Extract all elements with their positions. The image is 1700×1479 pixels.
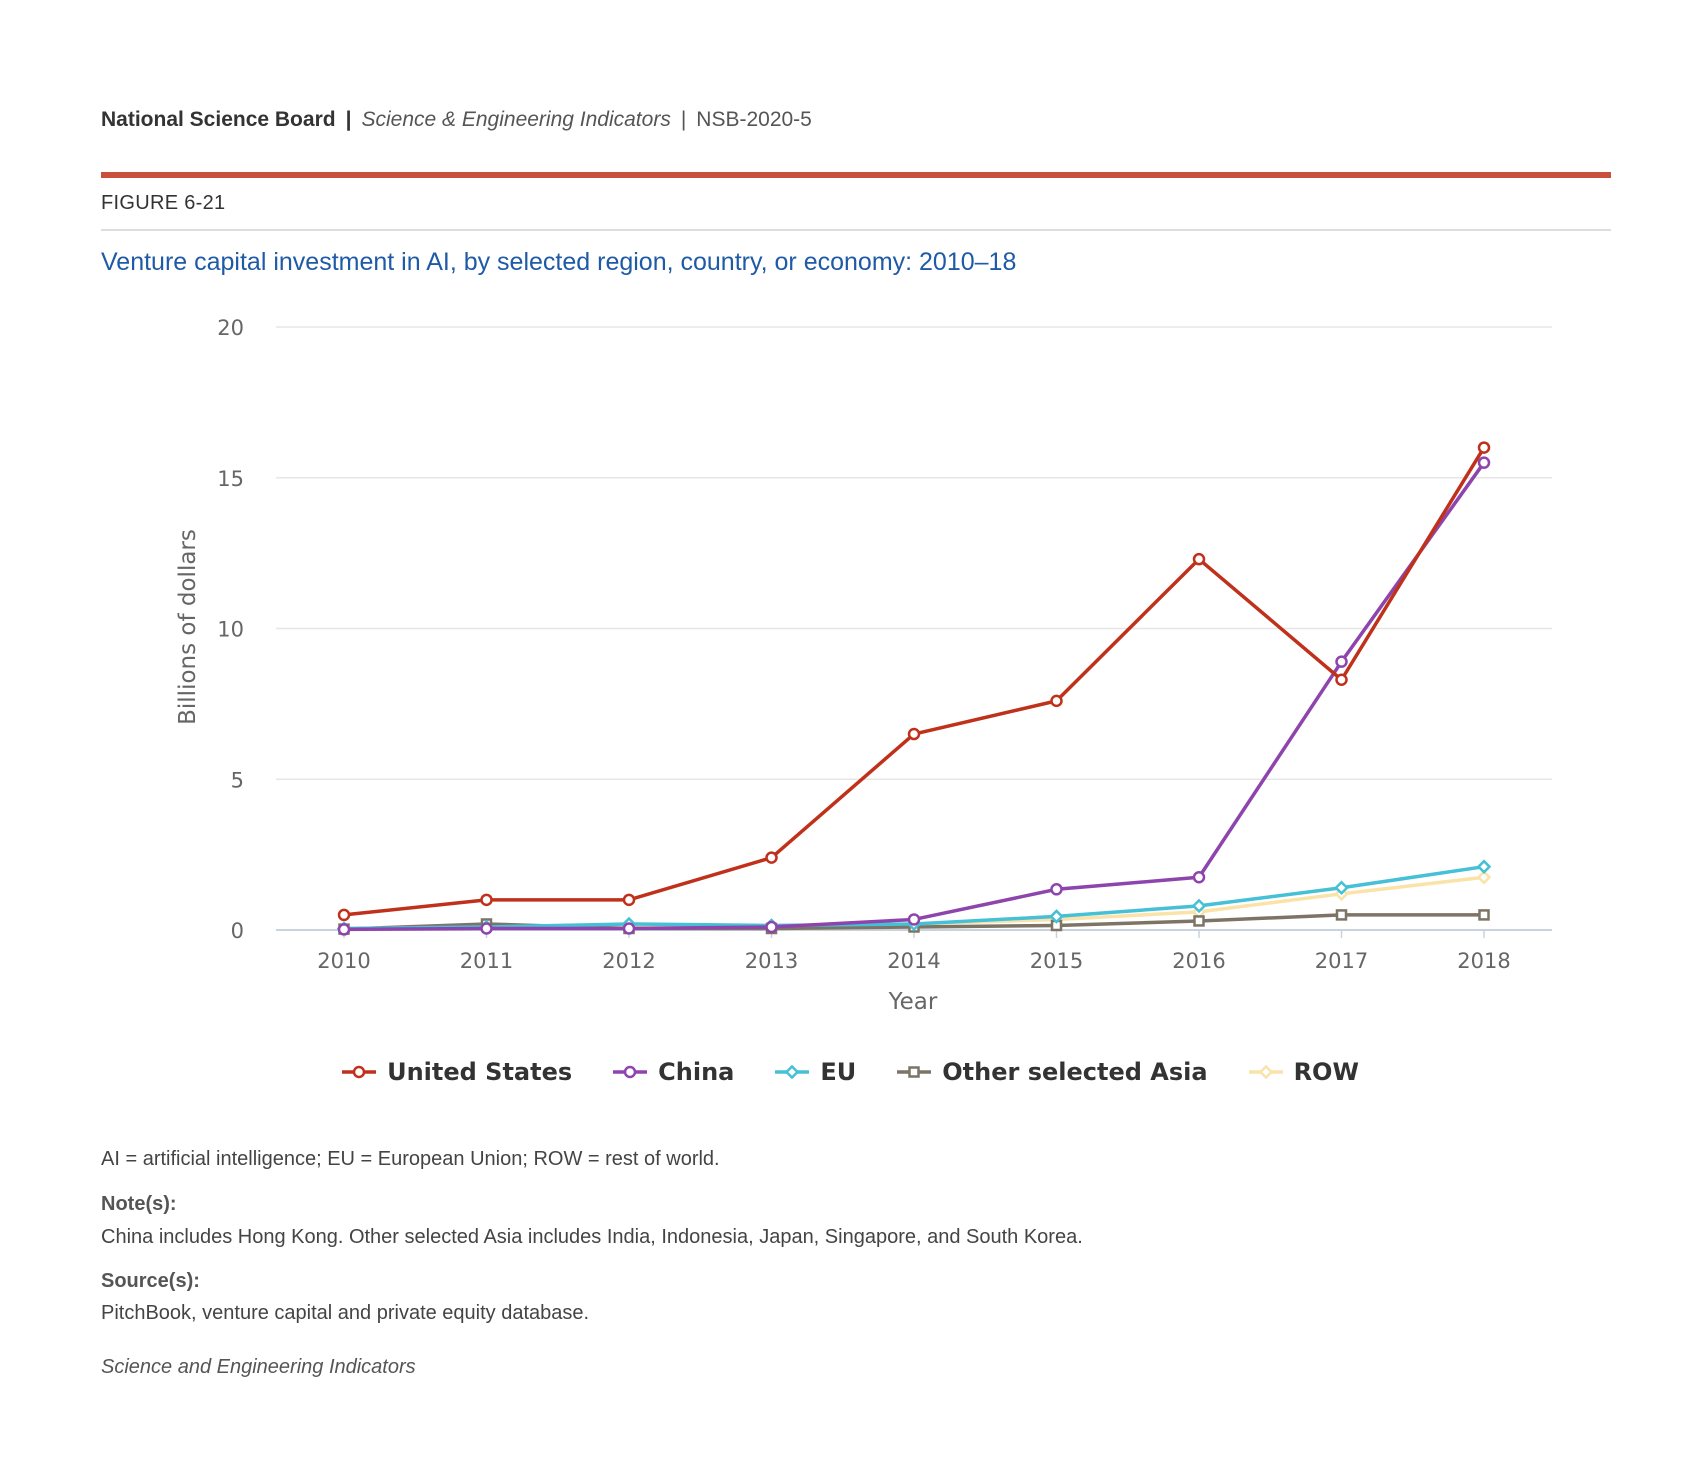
- legend-swatch-china: [613, 1065, 648, 1079]
- x-tick-label: 2012: [602, 949, 655, 973]
- y-tick-label: 0: [231, 919, 244, 943]
- series-china: [337, 456, 1491, 936]
- chart-legend: United States China EU Other selected Asia R…: [0, 1058, 1700, 1086]
- data-point-united-states: [480, 893, 493, 907]
- data-point-china: [1192, 870, 1206, 884]
- data-point-united-states: [1050, 694, 1063, 708]
- y-tick-label: 15: [217, 467, 244, 491]
- legend-swatch-united-states: [342, 1065, 377, 1079]
- data-point-united-states: [1477, 441, 1491, 454]
- data-point-row: [1476, 869, 1492, 885]
- y-tick-label: 10: [217, 618, 244, 642]
- data-point-other-selected-asia: [1478, 909, 1490, 921]
- y-axis-ticks: 0 5 10 15 20: [217, 316, 244, 943]
- series-united-states: [337, 441, 1491, 922]
- x-tick-label: 2013: [745, 949, 798, 973]
- legend-marker-united-states: [352, 1065, 366, 1079]
- x-tick-label: 2010: [317, 949, 370, 973]
- data-point-china: [337, 923, 351, 936]
- legend-item-united-states[interactable]: United States: [341, 1058, 572, 1086]
- data-point-china: [1335, 655, 1348, 668]
- data-point-china: [1477, 456, 1491, 469]
- abbreviations-note: AI = artificial intelligence; EU = Europ…: [101, 1148, 720, 1170]
- legend-item-eu[interactable]: EU: [774, 1058, 856, 1086]
- legend-swatch-eu: [775, 1064, 810, 1080]
- y-tick-label: 20: [217, 316, 244, 340]
- legend-item-row[interactable]: ROW: [1248, 1058, 1359, 1086]
- legend-item-other-selected-asia[interactable]: Other selected Asia: [896, 1058, 1208, 1086]
- data-point-other-selected-asia: [1335, 909, 1348, 921]
- data-point-united-states: [1192, 552, 1206, 566]
- data-point-united-states: [337, 908, 351, 922]
- x-axis-label: Year: [888, 989, 938, 1015]
- publication-credit: Science and Engineering Indicators: [101, 1356, 416, 1378]
- x-axis-ticks: 2010 2011 2012 2013 2014 2015 2016 2017 2018: [317, 930, 1511, 973]
- data-point-china: [1050, 883, 1063, 896]
- notes-heading: Note(s):: [101, 1193, 177, 1215]
- x-tick-label: 2014: [887, 949, 940, 973]
- data-point-china: [622, 922, 636, 935]
- report-header: National Science Board | Science & Enginee…: [101, 108, 812, 132]
- x-tick-label: 2018: [1457, 949, 1510, 973]
- y-tick-label: 5: [231, 768, 244, 792]
- data-point-china: [907, 913, 921, 926]
- legend-item-china[interactable]: China: [612, 1058, 734, 1086]
- data-point-united-states: [622, 893, 636, 907]
- legend-swatch-other-selected-asia: [897, 1066, 932, 1078]
- data-point-eu: [1476, 859, 1492, 874]
- data-point-eu: [1049, 909, 1064, 924]
- legend-swatch-row: [1248, 1064, 1283, 1080]
- sources-heading: Source(s):: [101, 1270, 200, 1292]
- organization-name: National Science Board: [101, 108, 336, 131]
- chart-title: Venture capital investment in AI, by sel…: [101, 248, 1017, 276]
- legend-label: China: [658, 1058, 735, 1086]
- series-group: [336, 441, 1492, 937]
- x-tick-label: 2015: [1030, 949, 1083, 973]
- legend-label: EU: [820, 1058, 857, 1086]
- data-point-china: [480, 922, 493, 935]
- title-divider: [101, 229, 1611, 231]
- header-divider: [101, 172, 1611, 178]
- notes-text: China includes Hong Kong. Other selected…: [101, 1226, 1083, 1248]
- grid-lines: [276, 326, 1552, 931]
- data-point-eu: [1334, 880, 1349, 896]
- data-point-united-states: [907, 727, 921, 741]
- header-separator-2: |: [680, 108, 687, 131]
- legend-marker-china: [623, 1065, 637, 1079]
- legend-label: Other selected Asia: [942, 1058, 1208, 1086]
- series-line-united-states: [343, 446, 1486, 917]
- legend-label: United States: [387, 1058, 573, 1086]
- data-point-united-states: [765, 851, 778, 864]
- publication-name: Science & Engineering Indicators: [361, 108, 671, 131]
- data-point-united-states: [1335, 673, 1348, 687]
- data-point-china: [765, 920, 778, 934]
- y-axis-label: Billions of dollars: [175, 529, 201, 725]
- x-tick-label: 2017: [1315, 949, 1368, 973]
- sources-text: PitchBook, venture capital and private e…: [101, 1302, 590, 1324]
- legend-marker-eu: [785, 1064, 800, 1080]
- header-separator: |: [345, 108, 352, 131]
- legend-label: ROW: [1293, 1058, 1359, 1086]
- figure-label: FIGURE 6-21: [101, 192, 226, 214]
- x-tick-label: 2016: [1172, 949, 1225, 973]
- data-point-eu: [1191, 898, 1207, 914]
- report-code: NSB-2020-5: [696, 108, 812, 131]
- series-line-china: [343, 461, 1486, 932]
- x-tick-label: 2011: [460, 949, 513, 973]
- legend-marker-row: [1258, 1064, 1273, 1080]
- legend-marker-other-selected-asia: [908, 1066, 921, 1078]
- data-point-other-selected-asia: [1193, 915, 1205, 927]
